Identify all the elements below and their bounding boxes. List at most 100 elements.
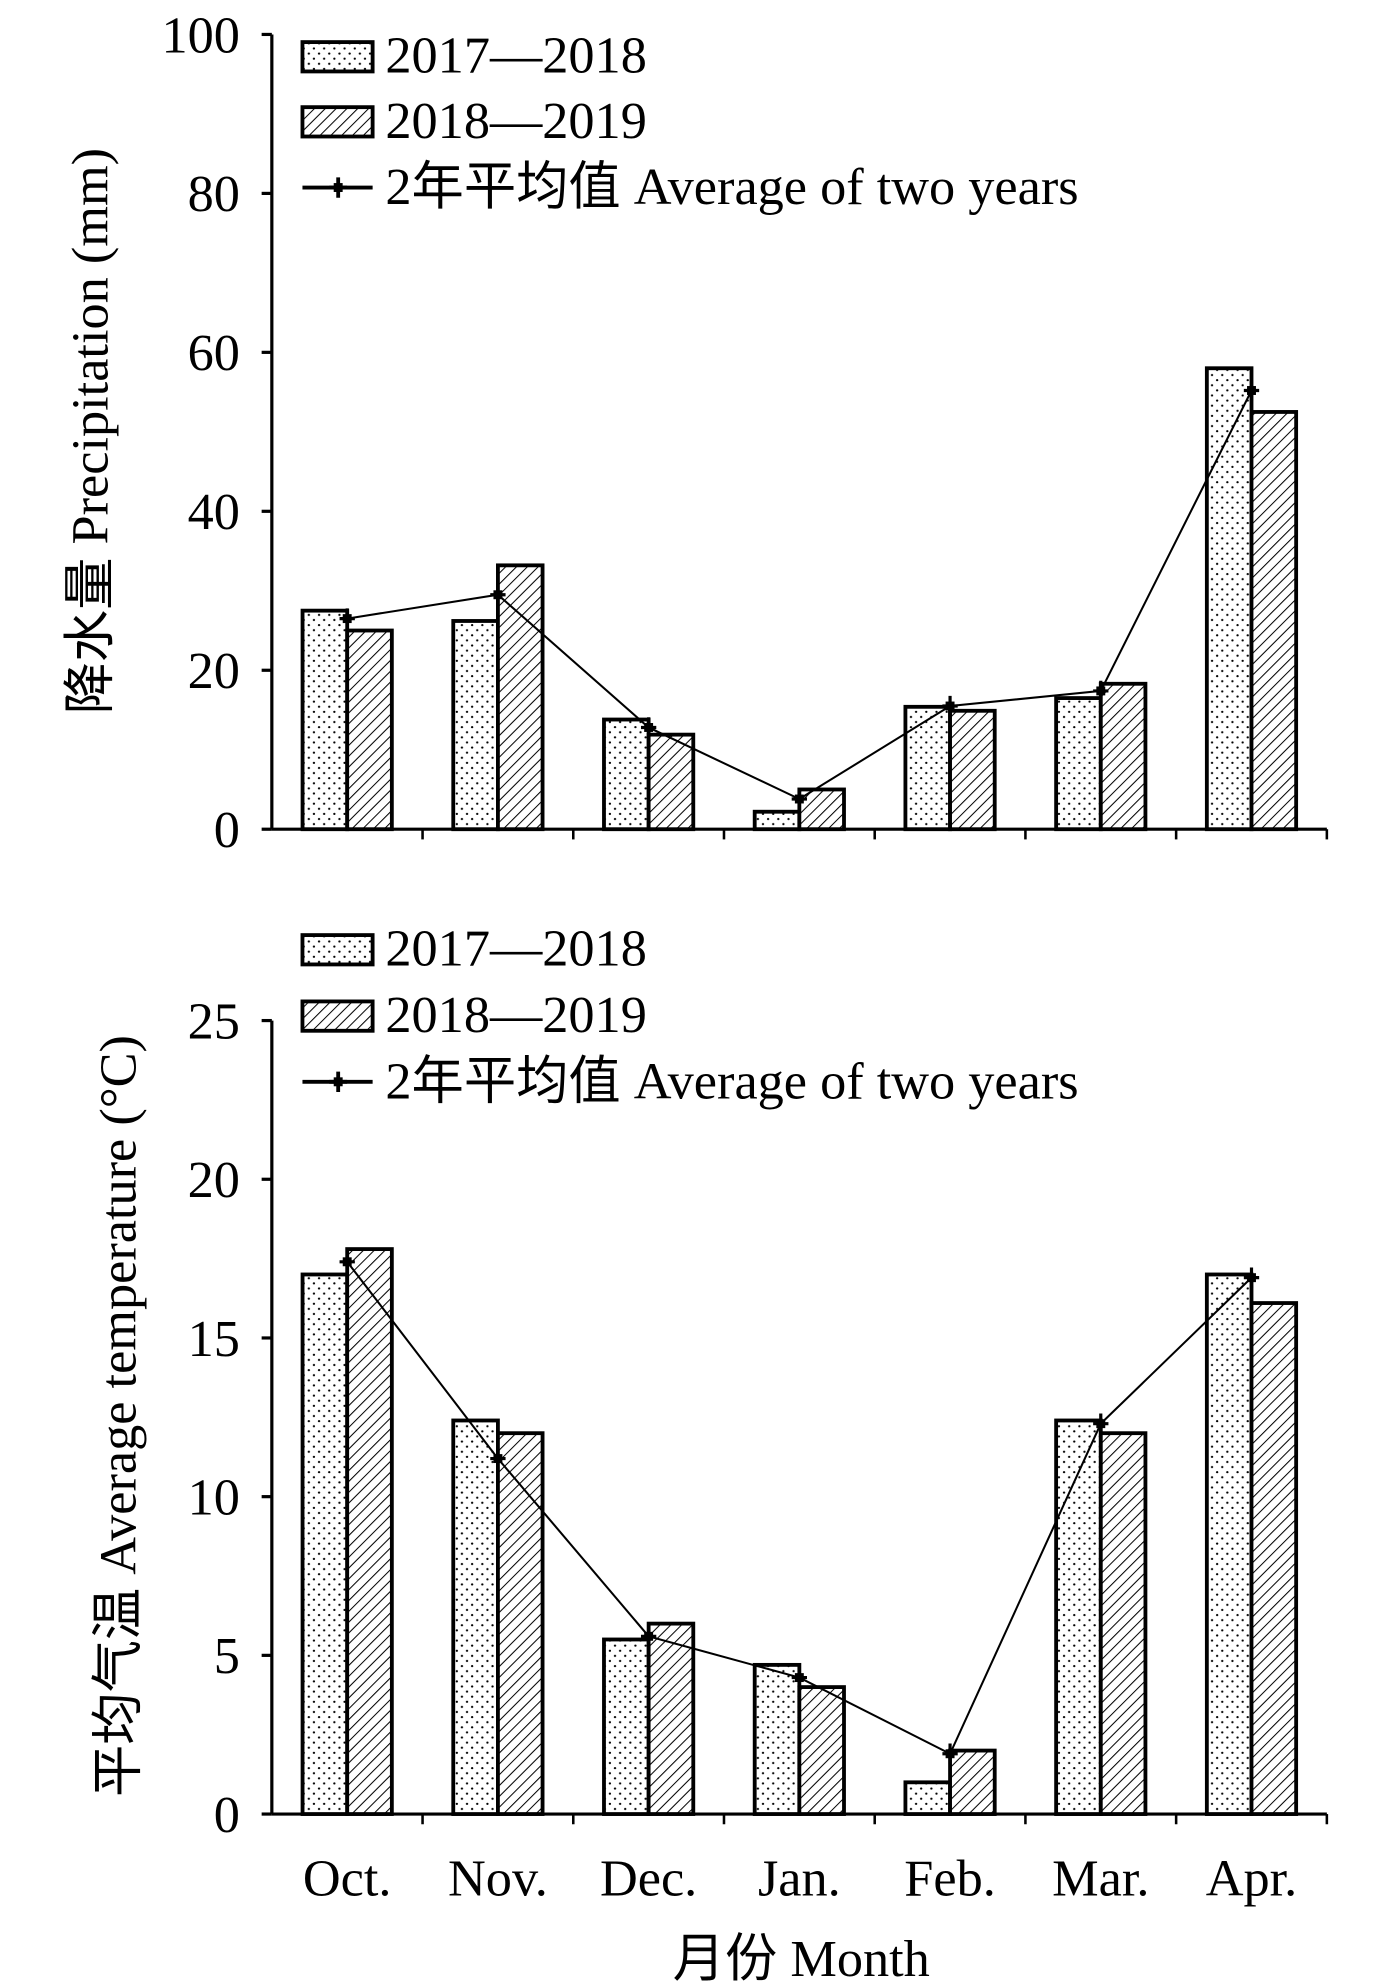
y-tick-label: 5 [214, 1627, 240, 1685]
bar-2017-2018-feb [903, 1780, 952, 1816]
average-point-apr [1243, 380, 1260, 401]
marker-core [1247, 386, 1256, 395]
legend-item: 2年平均值 Average of two years [302, 158, 1079, 216]
marker-core [1247, 1273, 1256, 1283]
bar-2017-2018-oct [300, 1272, 350, 1816]
legend-item: 2017—2018 [300, 920, 647, 978]
y-tick-label: 0 [214, 801, 240, 859]
bar-2018-2019-oct [345, 1247, 394, 1816]
x-tick-label: Feb. [904, 1850, 996, 1908]
legend-label: 2018—2019 [385, 986, 646, 1044]
bar-2017-2018-jan [752, 809, 802, 832]
average-point-nov [490, 584, 506, 605]
legend-item: 2年平均值 Average of two years [302, 1052, 1079, 1110]
bar-2017-2018-nov [451, 1418, 500, 1816]
legend-item: 2018—2019 [300, 986, 647, 1044]
bar-2018-2019-mar [1098, 1431, 1148, 1816]
marker-core [1096, 1419, 1106, 1429]
bar-2018-2019-oct [345, 628, 394, 832]
bar-2017-2018-nov [451, 619, 500, 832]
bar-2018-2019-nov [496, 1431, 545, 1816]
x-tick-label: Mar. [1052, 1850, 1149, 1908]
legend-item: 2018—2019 [300, 92, 647, 150]
marker-core [1096, 686, 1106, 696]
average-point-oct [339, 608, 355, 629]
marker-core [794, 1673, 804, 1683]
marker-core [644, 1631, 654, 1641]
marker-core [493, 590, 503, 600]
plot-area: 0 5 10 15 20 25 [188, 992, 1329, 1844]
average-point-mar [1093, 1413, 1109, 1434]
legend-swatch-dots [300, 933, 375, 967]
legend-label: 2年平均值 Average of two years [385, 1052, 1078, 1110]
bar-2018-2019-jan [797, 1685, 846, 1816]
bar-2017-2018-apr [1204, 366, 1254, 832]
marker-core [342, 1257, 352, 1267]
x-tick-label: Nov. [448, 1850, 548, 1908]
bar-2017-2018-mar [1054, 696, 1103, 832]
legend-swatch-hatch [300, 105, 375, 139]
bar-2018-2019-dec [646, 732, 696, 832]
marker-core [342, 614, 352, 624]
x-tick-label: Apr. [1206, 1850, 1298, 1908]
legend-marker-core [333, 1077, 343, 1087]
bar-2017-2018-jan [752, 1662, 802, 1816]
bar-2017-2018-mar [1054, 1418, 1103, 1816]
average-point-feb [942, 695, 958, 717]
x-axis-labels: Oct. Nov. Dec. Jan. Feb. Mar. Apr. [303, 1850, 1297, 1908]
average-point-dec [640, 1626, 657, 1647]
legend-swatch-dots [300, 40, 375, 74]
average-point-oct [339, 1251, 355, 1272]
bar-2018-2019-nov [496, 563, 545, 832]
precipitation-chart: 降水量 Precipitation (mm) 2017—2018 2018—20… [61, 6, 1329, 859]
y-tick-label: 40 [188, 483, 240, 541]
y-axis-title: 平均气温 Average temperature (°C) [89, 1035, 147, 1797]
y-tick-label: 10 [188, 1469, 240, 1527]
bar-2018-2019-feb [948, 708, 997, 832]
bar-2017-2018-apr [1204, 1272, 1254, 1816]
y-tick-label: 60 [188, 324, 240, 382]
legend-label: 2017—2018 [385, 920, 646, 978]
bar-2017-2018-oct [300, 608, 350, 832]
y-axis-title: 降水量 Precipitation (mm) [61, 148, 119, 714]
average-point-feb [942, 1743, 958, 1764]
y-tick-label: 20 [188, 642, 240, 700]
marker-core [644, 723, 654, 732]
legend: 2017—2018 2018—2019 2年平均值 Average of two… [300, 27, 1079, 216]
bar-2017-2018-dec [602, 717, 651, 832]
bar-2018-2019-dec [646, 1621, 696, 1816]
legend-label: 2018—2019 [385, 92, 646, 150]
legend-label: 2017—2018 [385, 27, 646, 85]
bar-2018-2019-feb [948, 1748, 997, 1816]
marker-core [945, 1749, 955, 1759]
x-tick-label: Jan. [758, 1850, 841, 1908]
legend-swatch-hatch [300, 999, 375, 1033]
average-point-jan [791, 1667, 808, 1688]
plot-area: 0 20 40 60 80 100 [161, 6, 1329, 859]
average-point-nov [490, 1448, 506, 1469]
bar-2018-2019-apr [1249, 1301, 1299, 1816]
bar-2017-2018-dec [602, 1637, 651, 1816]
x-tick-label: Dec. [600, 1850, 697, 1908]
x-tick-label: Oct. [303, 1850, 392, 1908]
marker-core [794, 794, 804, 804]
legend-marker-core [333, 183, 343, 192]
marker-core [945, 701, 955, 711]
average-point-mar [1093, 680, 1109, 702]
average-point-apr [1243, 1267, 1260, 1288]
average-point-jan [791, 788, 808, 810]
bar-2017-2018-feb [903, 704, 952, 832]
legend: 2017—2018 2018—2019 2年平均值 Average of two… [300, 920, 1079, 1110]
y-tick-label: 25 [188, 992, 240, 1050]
marker-core [493, 1454, 503, 1464]
y-tick-label: 15 [188, 1310, 240, 1368]
legend-label: 2年平均值 Average of two years [385, 158, 1078, 216]
y-tick-label: 80 [188, 165, 240, 223]
bar-2018-2019-apr [1249, 410, 1299, 832]
average-point-dec [640, 717, 657, 738]
legend-item: 2017—2018 [300, 27, 647, 85]
y-tick-label: 20 [188, 1151, 240, 1209]
y-tick-label: 100 [161, 6, 239, 64]
y-tick-label: 0 [214, 1786, 240, 1844]
